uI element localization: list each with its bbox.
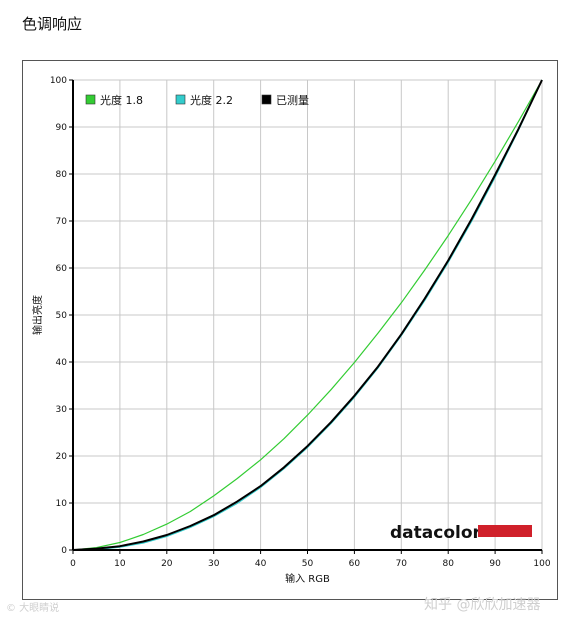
series-lines bbox=[72, 79, 543, 551]
x-tick-label: 60 bbox=[349, 559, 361, 569]
legend-swatch-1 bbox=[85, 94, 96, 105]
legend-swatch-2 bbox=[175, 94, 186, 105]
series-line-3 bbox=[72, 79, 543, 551]
brand-bar bbox=[478, 525, 532, 537]
legend-label-3: 已测量 bbox=[276, 94, 309, 107]
x-axis-label: 输入 RGB bbox=[285, 572, 330, 585]
x-tick-label: 70 bbox=[396, 559, 408, 569]
series-line-1 bbox=[72, 79, 543, 551]
y-tick-label: 100 bbox=[50, 76, 67, 86]
y-tick-label: 40 bbox=[56, 358, 68, 368]
legend: 光度 1.8 光度 2.2 已测量 bbox=[85, 93, 309, 107]
page-title: 色调响应 bbox=[22, 15, 83, 33]
y-axis-label: 输出亮度 bbox=[31, 295, 44, 335]
x-tick-label: 20 bbox=[161, 559, 173, 569]
watermark-right: 知乎 @欣欣加速器 bbox=[424, 596, 540, 613]
y-tick-labels: 0 10 20 30 40 50 60 70 80 90 100 bbox=[50, 76, 67, 556]
x-tick-label: 0 bbox=[70, 559, 76, 569]
series-line-2 bbox=[72, 79, 543, 551]
x-tick-label: 90 bbox=[489, 559, 501, 569]
x-tick-label: 30 bbox=[208, 559, 220, 569]
y-tick-label: 0 bbox=[61, 546, 67, 556]
legend-label-2: 光度 2.2 bbox=[190, 93, 233, 107]
y-tick-label: 80 bbox=[56, 170, 68, 180]
legend-swatch-3 bbox=[261, 94, 272, 105]
chart-frame bbox=[22, 60, 558, 600]
datacolor-logo: datacolor bbox=[390, 523, 532, 543]
x-tick-label: 100 bbox=[533, 559, 550, 569]
x-tick-labels: 0 10 20 30 40 50 60 70 80 90 100 bbox=[70, 559, 551, 569]
x-tick-label: 50 bbox=[302, 559, 314, 569]
y-tick-label: 50 bbox=[56, 311, 68, 321]
watermark-left: © 大眼睛说 bbox=[6, 601, 59, 614]
y-tick-label: 70 bbox=[56, 217, 68, 227]
y-tick-label: 60 bbox=[56, 264, 68, 274]
brand-name: datacolor bbox=[390, 523, 482, 543]
legend-label-1: 光度 1.8 bbox=[100, 93, 143, 107]
x-tick-label: 40 bbox=[255, 559, 267, 569]
y-tick-label: 10 bbox=[56, 499, 68, 509]
y-tick-label: 90 bbox=[56, 123, 68, 133]
x-tick-label: 80 bbox=[442, 559, 454, 569]
axes bbox=[69, 79, 543, 554]
y-tick-label: 30 bbox=[56, 405, 68, 415]
x-tick-label: 10 bbox=[114, 559, 126, 569]
y-tick-label: 20 bbox=[56, 452, 68, 462]
grid bbox=[72, 79, 543, 551]
